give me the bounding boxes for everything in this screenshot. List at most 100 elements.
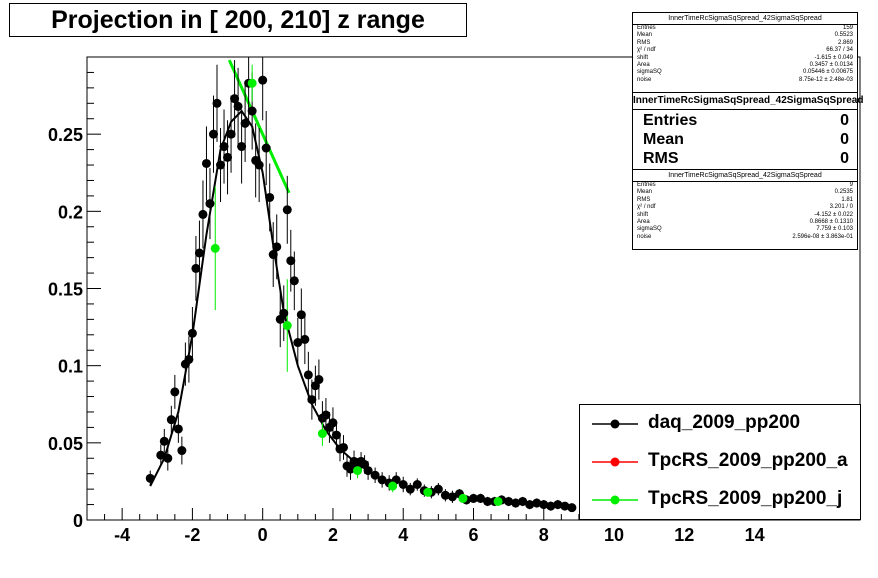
data-points [145, 75, 577, 513]
stats-value: 9 [849, 182, 853, 188]
y-tick-label: 0.1 [58, 357, 83, 377]
fit-curves [149, 59, 369, 487]
data-point [433, 484, 443, 494]
stats-row: Entries 159 [633, 25, 857, 32]
x-tick-label: 10 [604, 525, 624, 545]
data-point [300, 334, 310, 344]
data-point [170, 387, 180, 397]
y-tick-label: 0.15 [48, 280, 83, 300]
data-point [353, 466, 363, 476]
fit-line [227, 59, 291, 194]
stats-row: noise 2.596e-08 ± 3.863e-01 [633, 234, 857, 241]
legend-label: TpcRS_2009_pp200_j [648, 488, 843, 509]
data-point [440, 490, 450, 500]
data-point [553, 500, 563, 510]
stats-value: 7.759 ± 0.103 [816, 226, 853, 233]
stats-value: 2.869 [837, 39, 853, 46]
data-point [293, 338, 303, 348]
stats-value: 1.81 [841, 196, 853, 203]
x-tick-label: 8 [539, 525, 549, 545]
data-point [194, 248, 204, 258]
data-point [539, 500, 549, 510]
legend-entry-daq: daq_2009_pp200 [580, 405, 860, 443]
chart-title: Projection in [ 200, 210] z range [9, 3, 467, 37]
stats-key: RMS [643, 150, 679, 167]
data-point [525, 500, 535, 510]
data-point [166, 415, 176, 425]
data-point [198, 209, 208, 219]
data-point [377, 475, 387, 485]
data-point [258, 75, 268, 85]
data-point [303, 370, 313, 380]
data-point [328, 418, 338, 428]
data-point [201, 158, 211, 168]
x-tick-label: 14 [745, 525, 765, 545]
data-point [532, 498, 542, 508]
data-point [279, 308, 289, 318]
stats-rows: Entries 159 Mean 0.5523 RMS 2.869 χ² / ndf 66.3… [633, 25, 857, 84]
stats-value: 2.596e-08 ± 3.863e-01 [792, 233, 853, 240]
data-point [447, 492, 457, 502]
legend-label: daq_2009_pp200 [648, 412, 801, 433]
data-point [216, 160, 226, 170]
data-point [233, 101, 243, 111]
x-tick-label: -2 [184, 525, 200, 545]
data-point [546, 501, 556, 511]
stats-value: 159 [842, 25, 853, 31]
data-point [282, 205, 292, 215]
data-point [156, 450, 166, 460]
fit-curve [149, 109, 369, 487]
stats-row: shift -1.615 ± 0.049 [633, 55, 857, 62]
stats-key: RMS [637, 39, 651, 46]
data-point [405, 484, 415, 494]
legend-marker-icon [592, 495, 638, 505]
data-point [173, 424, 183, 434]
stats-value: 66.37 / 34 [826, 47, 853, 54]
data-point [159, 436, 169, 446]
data-point [317, 429, 327, 439]
stats-key: RMS [637, 196, 651, 203]
data-point [240, 118, 250, 128]
stats-row: Area 0.3457 ± 0.0134 [633, 62, 857, 69]
data-point [331, 430, 341, 440]
stats-value: -4.152 ± 0.022 [814, 211, 853, 218]
stats-row: noise 8.75e-12 ± 2.48e-03 [633, 77, 857, 84]
legend-entry-tpcrs-a: TpcRS_2009_pp200_a [580, 443, 860, 481]
data-point [476, 493, 486, 503]
data-point [208, 129, 218, 139]
stats-value: 0.3457 ± 0.0134 [809, 62, 853, 69]
stats-key: χ² / ndf [637, 47, 656, 54]
stats-value: 0 [840, 131, 849, 148]
data-point [412, 480, 422, 490]
stats-key: Area [637, 62, 650, 69]
data-point [247, 106, 257, 116]
data-point [398, 480, 408, 490]
stats-key: shift [637, 211, 649, 218]
stats-row: Mean 0.5523 [633, 32, 857, 39]
data-point [145, 473, 155, 483]
data-point [363, 466, 373, 476]
stats-value: 0.2535 [834, 189, 853, 196]
x-tick-label: 0 [258, 525, 268, 545]
y-tick-label: 0.2 [58, 202, 83, 222]
stats-rows: Entries 9 Mean 0.2535 RMS 1.81 χ² / ndf 3.201 /… [633, 182, 857, 241]
data-point [338, 442, 348, 452]
data-point [289, 276, 299, 286]
stats-key: noise [637, 233, 652, 240]
y-tick-label: 0 [73, 511, 83, 531]
stats-row: sigmaSQ 0.05446 ± 0.00675 [633, 69, 857, 76]
x-tick-label: 2 [328, 525, 338, 545]
stats-key: Entries [637, 182, 656, 188]
data-point [493, 496, 503, 506]
data-point [254, 160, 264, 170]
stats-key: Mean [637, 32, 653, 39]
stats-row: Mean 0 [633, 130, 857, 149]
stats-value: 0 [840, 150, 849, 167]
data-point [210, 243, 220, 253]
stats-key: Entries [637, 25, 656, 31]
data-point [518, 496, 528, 506]
legend-entry-tpcrs-j: TpcRS_2009_pp200_j [580, 481, 860, 519]
data-point [184, 354, 194, 364]
stats-key: χ² / ndf [637, 204, 656, 211]
stats-key: sigmaSQ [637, 69, 662, 76]
